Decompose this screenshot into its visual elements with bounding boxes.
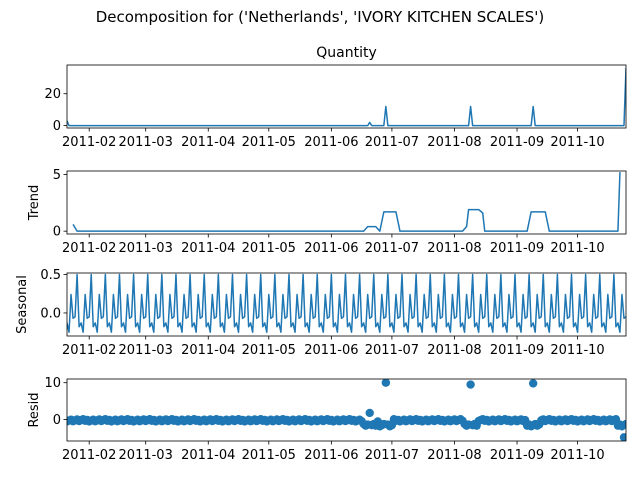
x-tick-label: 2011-08 xyxy=(427,343,481,358)
resid-point xyxy=(528,379,538,388)
x-tick-label: 2011-10 xyxy=(550,343,604,358)
x-tick-label: 2011-10 xyxy=(550,448,604,463)
y-axis-label: Resid xyxy=(27,392,42,427)
x-tick-label: 2011-04 xyxy=(181,448,235,463)
x-tick-label: 2011-02 xyxy=(62,135,116,150)
x-tick-label: 2011-05 xyxy=(242,241,296,256)
y-tick-label: 0 xyxy=(53,119,61,134)
x-tick-label: 2011-07 xyxy=(365,241,419,256)
axes-frame xyxy=(66,272,627,337)
panel-title: Quantity xyxy=(316,45,377,61)
x-tick-label: 2011-05 xyxy=(242,343,296,358)
x-tick-label: 2011-10 xyxy=(550,135,604,150)
y-tick-label: 0 xyxy=(53,413,61,428)
resid-point xyxy=(365,408,374,418)
axes-frame xyxy=(66,378,627,442)
x-tick-label: 2011-09 xyxy=(490,448,544,463)
x-tick-label: 2011-02 xyxy=(62,241,116,256)
y-tick-label: 0.0 xyxy=(40,306,61,321)
x-tick-label: 2011-06 xyxy=(304,135,358,150)
x-tick-label: 2011-03 xyxy=(119,448,173,463)
resid-point xyxy=(381,379,391,387)
x-tick-label: 2011-07 xyxy=(365,343,419,358)
axes-frame xyxy=(66,170,627,235)
resid-point xyxy=(621,419,626,429)
x-tick-label: 2011-03 xyxy=(119,241,173,256)
x-tick-label: 2011-02 xyxy=(62,448,116,463)
x-tick-label: 2011-04 xyxy=(181,343,235,358)
x-tick-label: 2011-08 xyxy=(427,241,481,256)
x-tick-label: 2011-04 xyxy=(181,241,235,256)
x-tick-label: 2011-02 xyxy=(62,343,116,358)
y-tick-label: 10 xyxy=(44,376,61,391)
panel-2: 0 5 Trend 2011-02 2011-03 2011-04 2011-05 2011-… xyxy=(27,168,627,256)
x-tick-label: 2011-04 xyxy=(181,135,235,150)
x-tick-label: 2011-03 xyxy=(119,135,173,150)
x-tick-label: 2011-03 xyxy=(119,343,173,358)
trend-line xyxy=(72,172,621,232)
x-tick-label: 2011-08 xyxy=(427,448,481,463)
resid-point xyxy=(619,433,626,441)
x-tick-label: 2011-08 xyxy=(427,135,481,150)
x-tick-label: 2011-09 xyxy=(490,241,544,256)
x-tick-label: 2011-09 xyxy=(490,343,544,358)
panel-data xyxy=(67,379,626,441)
x-tick-label: 2011-06 xyxy=(304,448,358,463)
x-tick-label: 2011-06 xyxy=(304,343,358,358)
y-tick-label: 0 xyxy=(53,225,61,240)
axes-frame xyxy=(66,64,627,129)
y-tick-label: 5 xyxy=(53,168,61,183)
y-tick-label: 20 xyxy=(44,87,61,102)
panel-data xyxy=(67,68,626,127)
y-tick-label: 0.5 xyxy=(40,268,61,283)
panel-data xyxy=(67,273,626,333)
y-axis-label: Seasonal xyxy=(15,275,30,334)
figure-title: Decomposition for ('Netherlands', 'IVORY… xyxy=(96,8,545,26)
seasonal-line xyxy=(67,273,626,333)
quantity-line xyxy=(67,68,626,127)
x-tick-label: 2011-06 xyxy=(304,241,358,256)
panel-1: Quantity 0 20 2011-02 2011-03 2011-04 2011-05 2… xyxy=(44,45,627,150)
panel-3: 0.0 0.5 Seasonal 2011-02 2011-03 2011-04 2011-… xyxy=(15,268,627,358)
x-tick-label: 2011-07 xyxy=(365,448,419,463)
x-tick-label: 2011-05 xyxy=(242,448,296,463)
resid-point xyxy=(466,380,475,389)
y-axis-label: Trend xyxy=(27,185,42,222)
x-tick-label: 2011-10 xyxy=(550,241,604,256)
panel-data xyxy=(72,172,621,232)
x-tick-label: 2011-05 xyxy=(242,135,296,150)
x-tick-label: 2011-07 xyxy=(365,135,419,150)
x-tick-label: 2011-09 xyxy=(490,135,544,150)
